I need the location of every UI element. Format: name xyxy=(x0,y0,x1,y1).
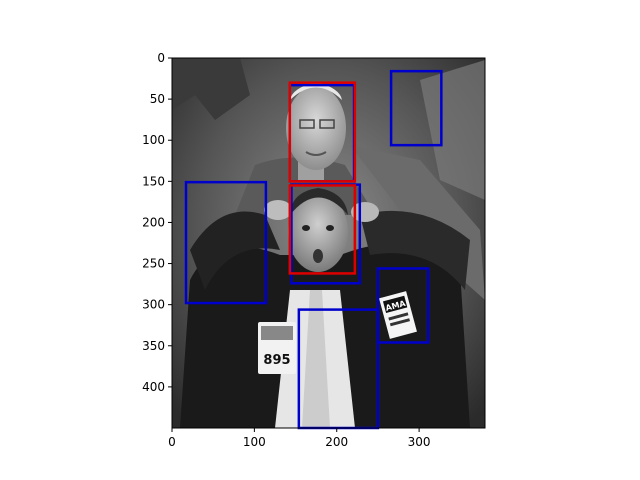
x-tick-label: 300 xyxy=(408,435,431,449)
y-tick-label: 400 xyxy=(142,380,165,394)
x-tick-label: 0 xyxy=(168,435,176,449)
bounding-box xyxy=(288,81,357,183)
y-tick-label: 100 xyxy=(142,133,165,147)
x-tick-label: 200 xyxy=(325,435,348,449)
y-tick-label: 50 xyxy=(150,92,165,106)
bounding-box xyxy=(376,267,430,344)
logo-card: AMA xyxy=(379,291,417,339)
y-axis: 0 50 100 150 200 250 300 350 400 xyxy=(142,51,172,394)
svg-text:895: 895 xyxy=(263,353,290,368)
front-man-face xyxy=(288,192,348,272)
y-tick-label: 300 xyxy=(142,298,165,312)
photo: 895 AMA xyxy=(172,58,485,428)
back-man-face xyxy=(286,86,346,170)
bounding-box xyxy=(389,69,443,147)
y-tick-label: 150 xyxy=(142,174,165,188)
axes-frame xyxy=(171,57,486,429)
bounding-box xyxy=(288,184,357,275)
y-tick-label: 0 xyxy=(157,51,165,65)
trader-badge: 895 xyxy=(258,322,296,374)
x-tick-label: 100 xyxy=(243,435,266,449)
y-tick-label: 250 xyxy=(142,257,165,271)
bounding-boxes xyxy=(184,69,443,430)
x-axis: 0 100 200 300 xyxy=(168,428,431,449)
bounding-box xyxy=(184,180,268,305)
y-tick-label: 350 xyxy=(142,339,165,353)
y-tick-label: 200 xyxy=(142,215,165,229)
